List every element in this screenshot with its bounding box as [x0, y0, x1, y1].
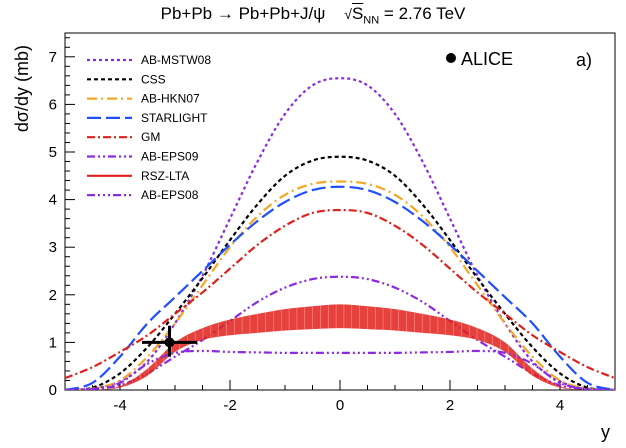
- title-main: Pb+Pb → Pb+Pb+J/ψ: [160, 4, 326, 23]
- title-sub: S: [351, 4, 364, 23]
- legend-label-starlight: STARLIGHT: [141, 111, 208, 125]
- x-tick-label: -2: [223, 397, 236, 414]
- x-tick-label: -4: [113, 397, 126, 414]
- y-tick-label: 4: [49, 192, 57, 209]
- y-tick-label: 3: [49, 239, 57, 256]
- alice-legend-label: ALICE: [461, 49, 513, 69]
- y-tick-label: 7: [49, 49, 57, 66]
- y-tick-label: 5: [49, 144, 57, 161]
- alice-legend-marker: [446, 53, 456, 63]
- alice-point: [164, 337, 175, 348]
- title-energy-value: = 2.76 TeV: [383, 4, 466, 23]
- chart-title: Pb+Pb → Pb+Pb+J/ψ √SNN = 2.76 TeV: [0, 4, 626, 26]
- series-line-gm: [65, 208, 615, 380]
- x-axis-label: y: [601, 422, 610, 442]
- panel-label: a): [576, 50, 592, 70]
- y-tick-label: 6: [49, 96, 57, 113]
- x-tick-label: 4: [556, 397, 564, 414]
- y-tick-label: 0: [49, 382, 57, 399]
- series-line-ab-hkn07: [65, 180, 615, 390]
- y-tick-label: 1: [49, 334, 57, 351]
- legend-label-ab-mstw08: AB-MSTW08: [141, 53, 211, 67]
- y-tick-label: 2: [49, 287, 57, 304]
- series-band-rsz-lta: [92, 304, 588, 390]
- legend-label-gm: GM: [141, 130, 160, 144]
- x-tick-label: 2: [446, 397, 454, 414]
- title-subsub: NN: [363, 14, 380, 27]
- x-tick-label: 0: [336, 397, 344, 414]
- series-line-starlight: [65, 185, 615, 390]
- legend-label-rsz-lta: RSZ-LTA: [141, 169, 189, 183]
- title-sqrt: √: [344, 6, 352, 22]
- legend-label-ab-eps09: AB-EPS09: [141, 150, 199, 164]
- y-axis-label: dσ/dy (mb): [12, 45, 32, 132]
- legend-label-css: CSS: [141, 72, 166, 86]
- series-line-ab-mstw08: [65, 77, 615, 390]
- series-line-ab-eps08: [65, 349, 615, 390]
- legend-label-ab-eps08: AB-EPS08: [141, 188, 199, 202]
- legend-label-ab-hkn07: AB-HKN07: [141, 92, 200, 106]
